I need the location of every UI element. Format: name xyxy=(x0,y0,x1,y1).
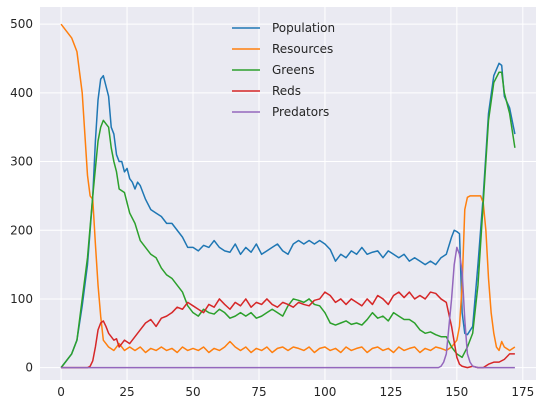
x-tick-label: 0 xyxy=(57,385,65,399)
legend-label-predators: Predators xyxy=(272,105,329,119)
legend-label-greens: Greens xyxy=(272,63,315,77)
legend: Population Resources Greens Reds Predators xyxy=(232,21,335,119)
y-tick-label: 200 xyxy=(10,223,33,237)
series-line-reds xyxy=(61,291,515,369)
x-tick-label: 50 xyxy=(185,385,200,399)
y-tick-label: 300 xyxy=(10,155,33,169)
y-tick-label: 100 xyxy=(10,292,33,306)
plot-background xyxy=(40,7,536,380)
tick-labels: 0 25 50 75 100 125 150 175 0 100 200 300 400 500 xyxy=(10,17,534,399)
y-tick-label: 0 xyxy=(25,361,33,375)
x-tick-label: 125 xyxy=(379,385,402,399)
x-tick-label: 175 xyxy=(511,385,534,399)
y-tick-label: 400 xyxy=(10,86,33,100)
x-tick-label: 25 xyxy=(119,385,134,399)
series-line-greens xyxy=(60,71,516,369)
series-line-population xyxy=(60,62,516,369)
legend-label-population: Population xyxy=(272,21,335,35)
series-layer xyxy=(60,23,516,369)
x-tick-label: 150 xyxy=(445,385,468,399)
series-line-predators xyxy=(61,246,515,369)
legend-label-resources: Resources xyxy=(272,42,333,56)
x-tick-label: 100 xyxy=(313,385,336,399)
legend-label-reds: Reds xyxy=(272,84,301,98)
x-tick-label: 75 xyxy=(251,385,266,399)
y-tick-label: 500 xyxy=(10,17,33,31)
series-line-resources xyxy=(60,23,516,354)
